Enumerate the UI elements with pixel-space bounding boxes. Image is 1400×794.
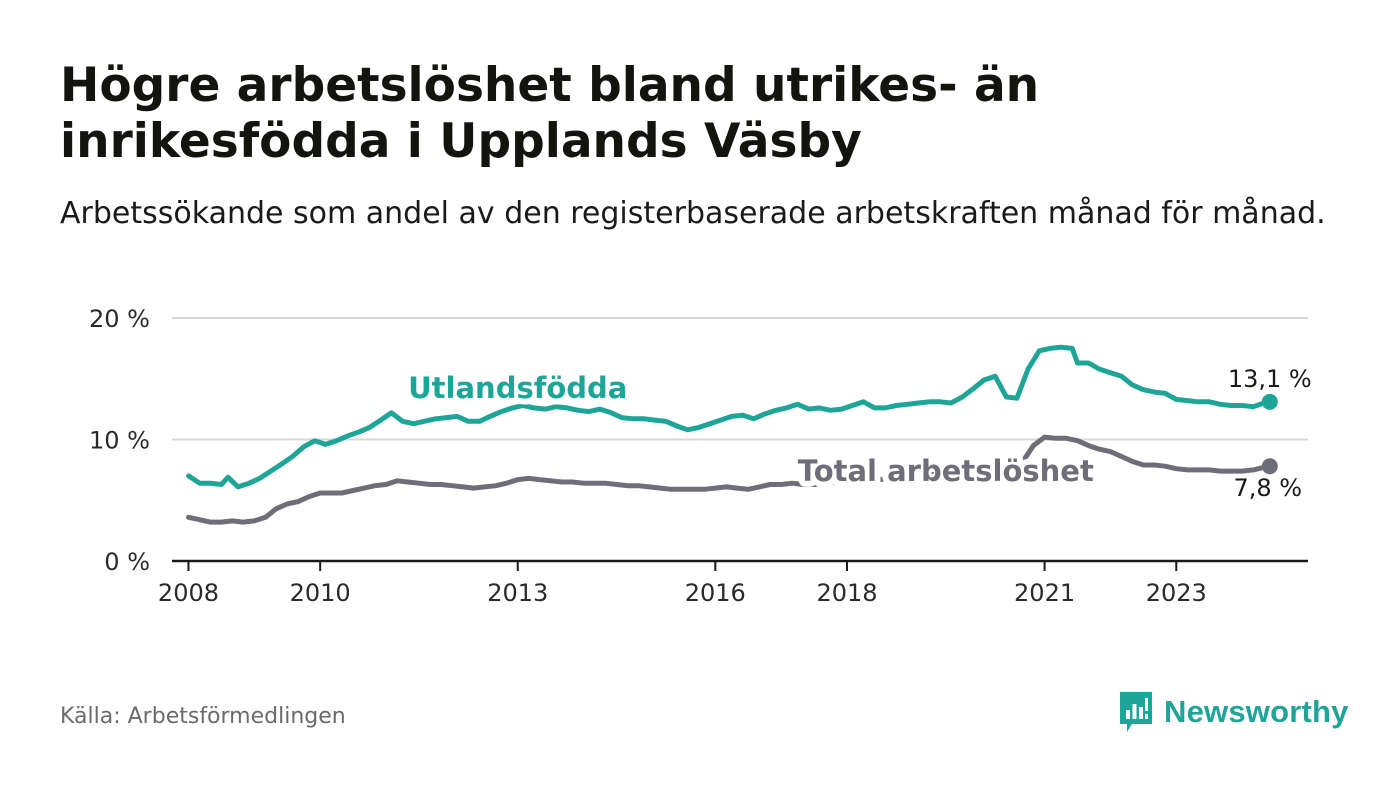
end-value-label: 13,1 %	[1228, 365, 1312, 393]
bar-chart-icon	[1120, 692, 1152, 732]
y-tick-label: 20 %	[89, 305, 150, 333]
y-tick-label: 0 %	[104, 548, 150, 576]
x-tick-label: 2010	[290, 579, 351, 607]
source-note: Källa: Arbetsförmedlingen	[60, 704, 346, 729]
x-tick-label: 2023	[1146, 579, 1207, 607]
x-tick-label: 2008	[158, 579, 219, 607]
axes: 0 % 10 % 20 % 2008 2010 2013 2016 2018 2021 2023	[89, 305, 1308, 607]
x-tick-label: 2021	[1014, 579, 1075, 607]
series-name-label: Total arbetslöshet	[798, 454, 1094, 488]
x-tick-label: 2016	[685, 579, 746, 607]
end-value-label: 7,8 %	[1233, 474, 1302, 502]
chart-title: Högre arbetslöshet bland utrikes- än inr…	[60, 58, 1040, 169]
x-tick-label: 2018	[816, 579, 877, 607]
series-end-point	[1261, 393, 1278, 410]
gridlines	[172, 317, 1308, 441]
x-tick-label: 2013	[487, 579, 548, 607]
labels: 13,1 %7,8 %UtlandsföddaUtlandsföddaTotal…	[402, 365, 1312, 502]
brand-logo[interactable]: Newsworthy	[1118, 690, 1349, 734]
series-lines	[186, 344, 1278, 525]
series-line-utlandsfodda	[186, 344, 1273, 490]
y-tick-label: 10 %	[89, 427, 150, 455]
brand-name: Newsworthy	[1164, 694, 1349, 729]
series-name-halo: Total arbetslöshet	[798, 454, 1094, 488]
series-name-halo: Utlandsfödda	[408, 371, 627, 405]
series-name-label: Utlandsfödda	[408, 371, 627, 405]
series-line-total	[186, 434, 1273, 525]
series-end-point	[1261, 458, 1278, 475]
chart-subtitle: Arbetssökande som andel av den registerb…	[60, 196, 1326, 231]
